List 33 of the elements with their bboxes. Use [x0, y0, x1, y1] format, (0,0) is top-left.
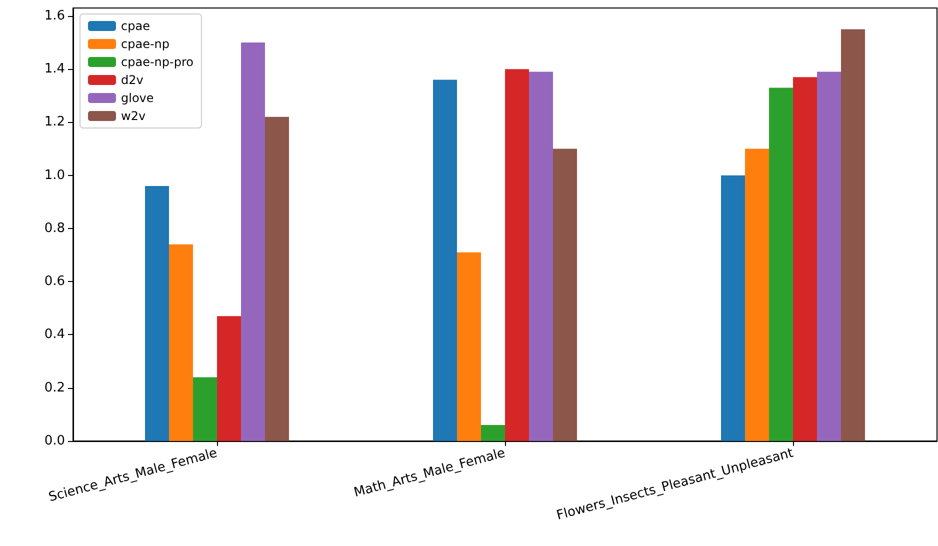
y-tick-label: 0.2	[44, 380, 65, 396]
y-tick-label: 0.4	[44, 327, 65, 342]
legend-label: cpae	[121, 19, 150, 33]
legend-label: cpae-np	[121, 37, 170, 51]
y-tick-label: 0.8	[44, 220, 65, 236]
bar	[457, 252, 481, 441]
bar	[769, 88, 793, 441]
bar	[793, 77, 817, 441]
bar	[481, 425, 505, 441]
legend-label: d2v	[121, 73, 144, 87]
bar	[241, 42, 265, 441]
bar	[745, 148, 769, 441]
y-tick-label: 0.6	[44, 274, 65, 290]
bar	[169, 244, 193, 441]
legend-label: cpae-np-pro	[121, 55, 194, 69]
bar	[145, 186, 169, 441]
bar	[529, 72, 553, 441]
bar	[817, 72, 841, 441]
bar	[505, 69, 529, 441]
bar	[433, 80, 457, 441]
y-tick-label: 1.2	[44, 114, 65, 130]
y-tick-label: 1.0	[44, 168, 65, 183]
bar	[217, 316, 241, 441]
y-tick-label: 1.6	[44, 8, 65, 24]
bar	[193, 377, 217, 441]
legend-label: glove	[121, 91, 154, 105]
bar	[841, 29, 865, 441]
y-tick-label: 1.4	[44, 62, 65, 77]
bar	[265, 116, 289, 441]
y-tick-label: 0.0	[44, 434, 65, 448]
bar	[721, 175, 745, 441]
bar	[553, 148, 577, 441]
legend-label: w2v	[121, 109, 146, 123]
